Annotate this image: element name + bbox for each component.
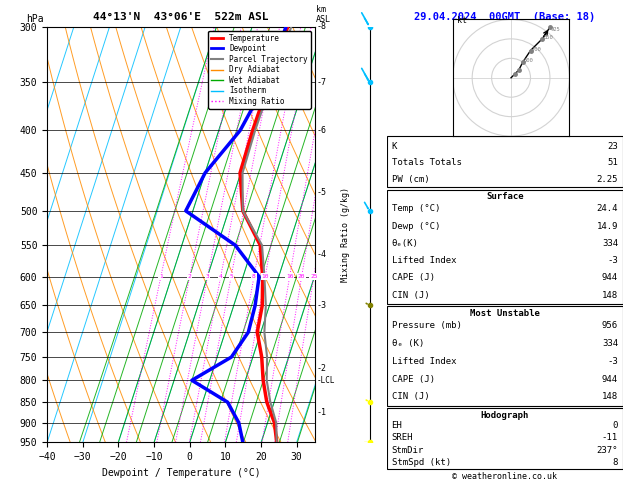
Text: 25: 25 (310, 274, 318, 279)
Text: CIN (J): CIN (J) (391, 291, 429, 300)
Text: Most Unstable: Most Unstable (470, 309, 540, 318)
Text: 3: 3 (206, 274, 209, 279)
Text: 5: 5 (230, 274, 233, 279)
Text: 500: 500 (524, 58, 533, 63)
Text: θₑ (K): θₑ (K) (391, 339, 424, 348)
Bar (387, 306, 623, 406)
Text: 23: 23 (607, 142, 618, 151)
Text: 29.04.2024  00GMT  (Base: 18): 29.04.2024 00GMT (Base: 18) (414, 12, 596, 22)
Text: 0: 0 (613, 421, 618, 430)
Text: Mixing Ratio (g/kg): Mixing Ratio (g/kg) (342, 187, 350, 282)
Text: -3: -3 (317, 301, 326, 310)
Text: Lifted Index: Lifted Index (391, 357, 456, 366)
Text: θₑ(K): θₑ(K) (391, 239, 418, 248)
Text: hPa: hPa (26, 14, 44, 24)
Text: 8: 8 (252, 274, 256, 279)
Text: CAPE (J): CAPE (J) (391, 375, 435, 383)
Text: -11: -11 (602, 433, 618, 442)
Text: 850: 850 (543, 35, 553, 40)
Text: Totals Totals: Totals Totals (391, 158, 462, 167)
Text: 14.9: 14.9 (596, 222, 618, 231)
Text: Temp (°C): Temp (°C) (391, 204, 440, 213)
Text: km
ASL: km ASL (316, 5, 331, 24)
Text: StmDir: StmDir (391, 446, 424, 455)
Text: Pressure (mb): Pressure (mb) (391, 321, 462, 330)
Text: K: K (391, 142, 397, 151)
Text: 44°13'N  43°06'E  522m ASL: 44°13'N 43°06'E 522m ASL (93, 12, 269, 22)
Text: Dewp (°C): Dewp (°C) (391, 222, 440, 231)
Text: 10: 10 (262, 274, 269, 279)
Text: EH: EH (391, 421, 403, 430)
Text: 237°: 237° (596, 446, 618, 455)
Text: 925: 925 (551, 27, 561, 32)
Text: 2: 2 (188, 274, 192, 279)
Text: 148: 148 (602, 291, 618, 300)
Text: 1: 1 (159, 274, 163, 279)
Bar (387, 190, 623, 304)
Text: 956: 956 (602, 321, 618, 330)
Bar (387, 136, 623, 187)
Text: 334: 334 (602, 339, 618, 348)
Text: StmSpd (kt): StmSpd (kt) (391, 458, 450, 467)
Bar (387, 408, 623, 469)
Text: 24.4: 24.4 (596, 204, 618, 213)
Text: PW (cm): PW (cm) (391, 174, 429, 184)
Text: -7: -7 (317, 78, 326, 87)
Text: -4: -4 (317, 250, 326, 260)
Text: Lifted Index: Lifted Index (391, 256, 456, 265)
Text: -3: -3 (607, 256, 618, 265)
Text: -LCL: -LCL (317, 376, 335, 385)
Legend: Temperature, Dewpoint, Parcel Trajectory, Dry Adiabat, Wet Adiabat, Isotherm, Mi: Temperature, Dewpoint, Parcel Trajectory… (208, 31, 311, 109)
Text: 700: 700 (532, 47, 542, 52)
Text: 8: 8 (613, 458, 618, 467)
Text: 4: 4 (219, 274, 223, 279)
Text: 334: 334 (602, 239, 618, 248)
X-axis label: Dewpoint / Temperature (°C): Dewpoint / Temperature (°C) (101, 468, 260, 478)
Text: 944: 944 (602, 273, 618, 282)
Text: Hodograph: Hodograph (481, 411, 529, 420)
Text: 20: 20 (298, 274, 306, 279)
Text: CAPE (J): CAPE (J) (391, 273, 435, 282)
Text: -3: -3 (607, 357, 618, 366)
Text: 51: 51 (607, 158, 618, 167)
Text: SREH: SREH (391, 433, 413, 442)
Text: Surface: Surface (486, 192, 523, 201)
Text: CIN (J): CIN (J) (391, 392, 429, 401)
Text: -5: -5 (317, 188, 326, 197)
Text: © weatheronline.co.uk: © weatheronline.co.uk (452, 472, 557, 481)
Text: kt: kt (457, 17, 467, 25)
Text: -6: -6 (317, 126, 326, 135)
Text: -1: -1 (317, 408, 326, 417)
Text: 944: 944 (602, 375, 618, 383)
Text: 2.25: 2.25 (596, 174, 618, 184)
Text: -2: -2 (317, 364, 326, 373)
Text: 16: 16 (286, 274, 293, 279)
Text: 148: 148 (602, 392, 618, 401)
Text: -8: -8 (317, 22, 326, 31)
